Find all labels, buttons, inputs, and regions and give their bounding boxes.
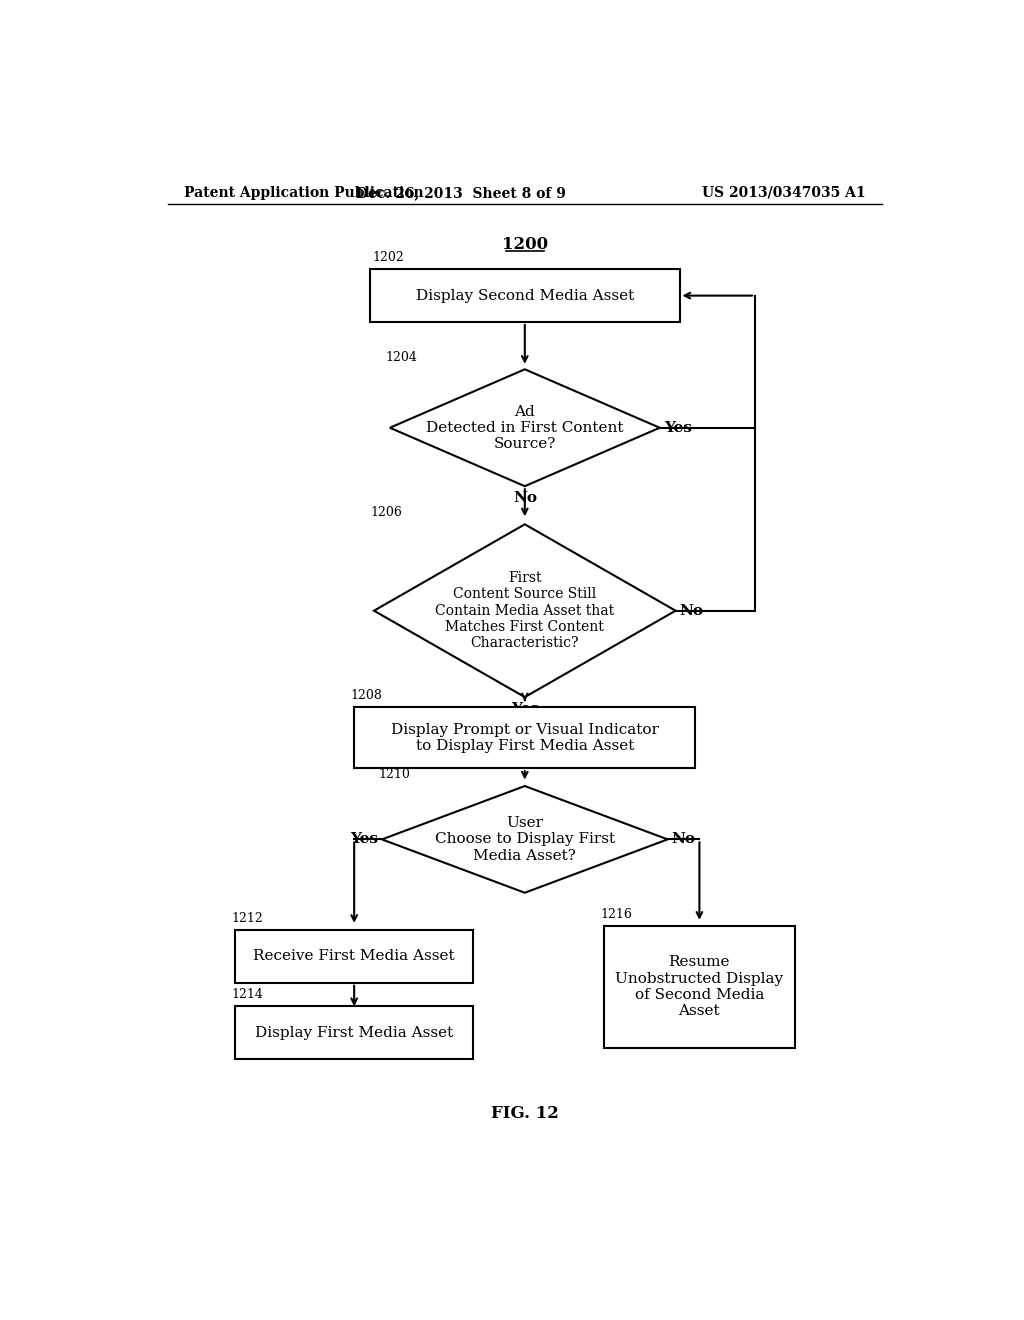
Text: Yes: Yes (350, 833, 378, 846)
FancyBboxPatch shape (604, 925, 795, 1048)
Text: Display Prompt or Visual Indicator
to Display First Media Asset: Display Prompt or Visual Indicator to Di… (391, 722, 658, 752)
Text: First
Content Source Still
Contain Media Asset that
Matches First Content
Charac: First Content Source Still Contain Media… (435, 572, 614, 649)
Text: FIG. 12: FIG. 12 (490, 1105, 559, 1122)
Text: Ad
Detected in First Content
Source?: Ad Detected in First Content Source? (426, 404, 624, 451)
Text: Display First Media Asset: Display First Media Asset (255, 1026, 454, 1040)
FancyBboxPatch shape (354, 708, 695, 768)
Text: Yes: Yes (664, 421, 691, 434)
FancyBboxPatch shape (236, 1006, 473, 1059)
Text: 1202: 1202 (373, 251, 404, 264)
Text: 1200: 1200 (502, 236, 548, 253)
Text: 1206: 1206 (370, 507, 402, 519)
Text: Patent Application Publication: Patent Application Publication (183, 186, 423, 199)
Text: No: No (672, 833, 695, 846)
Text: 1210: 1210 (378, 768, 410, 781)
Text: No: No (680, 603, 703, 618)
Text: No: No (513, 491, 537, 506)
Text: 1204: 1204 (386, 351, 418, 364)
Text: Dec. 26, 2013  Sheet 8 of 9: Dec. 26, 2013 Sheet 8 of 9 (356, 186, 566, 199)
FancyBboxPatch shape (370, 269, 680, 322)
Text: Receive First Media Asset: Receive First Media Asset (253, 949, 455, 964)
Text: US 2013/0347035 A1: US 2013/0347035 A1 (702, 186, 866, 199)
Polygon shape (374, 524, 676, 697)
Polygon shape (390, 370, 659, 486)
Text: 1208: 1208 (350, 689, 382, 702)
Text: 1214: 1214 (231, 987, 263, 1001)
FancyBboxPatch shape (236, 929, 473, 982)
Polygon shape (382, 785, 668, 892)
Text: Yes: Yes (511, 702, 539, 717)
Text: Display Second Media Asset: Display Second Media Asset (416, 289, 634, 302)
Text: 1216: 1216 (600, 908, 632, 921)
Text: User
Choose to Display First
Media Asset?: User Choose to Display First Media Asset… (435, 816, 614, 862)
Text: 1212: 1212 (231, 912, 263, 925)
Text: Resume
Unobstructed Display
of Second Media
Asset: Resume Unobstructed Display of Second Me… (615, 956, 783, 1018)
